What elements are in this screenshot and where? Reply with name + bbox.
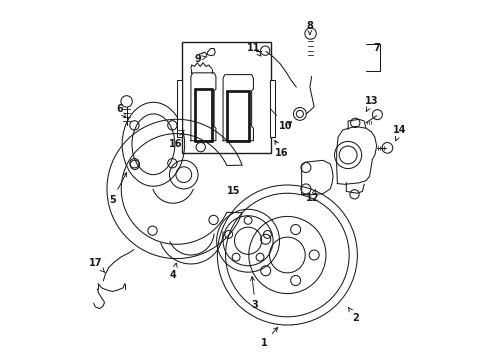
Text: 10: 10 [278, 121, 292, 131]
Text: 14: 14 [392, 125, 406, 141]
Text: 12: 12 [305, 190, 319, 203]
Text: 16: 16 [274, 140, 288, 158]
Text: 15: 15 [226, 186, 240, 196]
Text: 17: 17 [89, 258, 105, 273]
Text: 6: 6 [116, 104, 125, 117]
Text: 8: 8 [306, 21, 313, 35]
Text: 13: 13 [364, 96, 377, 112]
Text: 5: 5 [109, 173, 126, 204]
Text: 11: 11 [246, 43, 261, 56]
Bar [182, 42, 271, 153]
Text: 1: 1 [260, 328, 277, 347]
Text: 3: 3 [250, 276, 258, 310]
Text: 4: 4 [169, 263, 177, 280]
Text: 7: 7 [372, 43, 379, 53]
Text: 16: 16 [168, 133, 183, 149]
Text: 9: 9 [194, 54, 206, 64]
Bar [177, 80, 182, 137]
Text: 2: 2 [348, 307, 358, 323]
Bar [270, 80, 274, 137]
